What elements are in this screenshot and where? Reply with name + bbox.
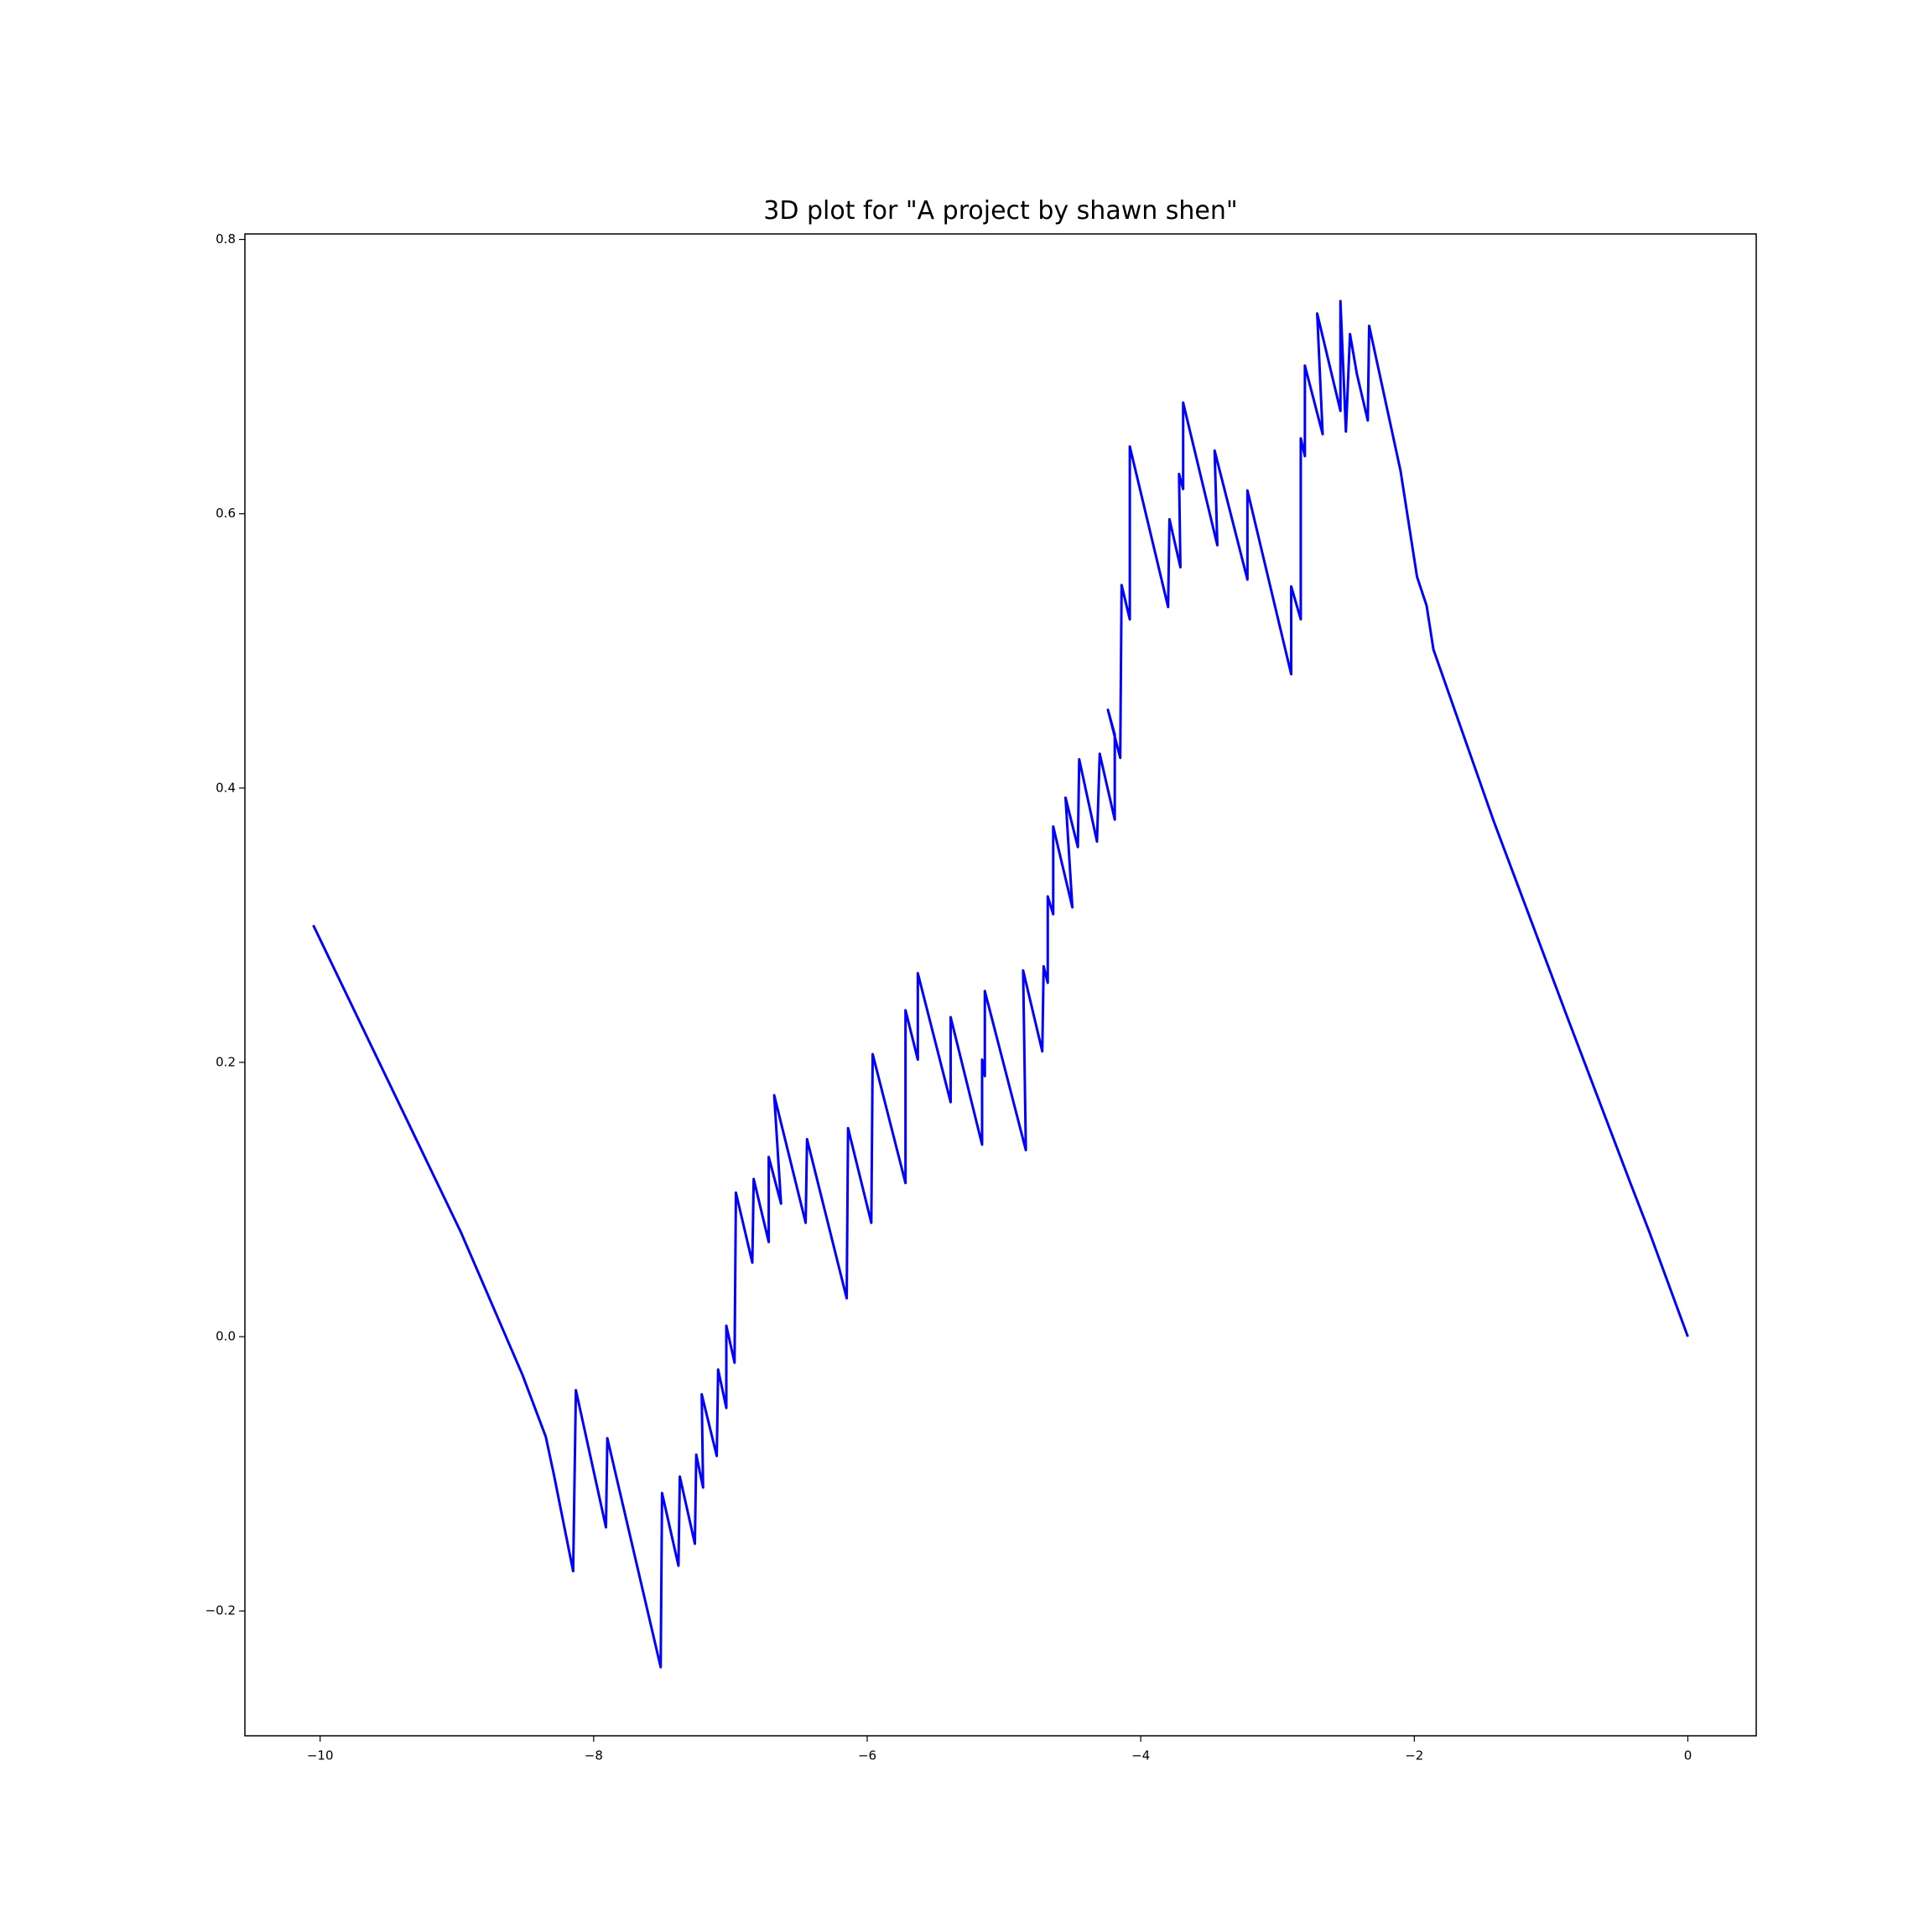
y-tick-label: 0.4 <box>216 780 236 795</box>
y-tick-label: 0.0 <box>216 1329 236 1344</box>
chart-title: 3D plot for "A project by shawn shen" <box>763 196 1237 226</box>
x-tick-label: −10 <box>307 1748 334 1763</box>
data-line <box>312 299 1689 1669</box>
x-tick-label: −8 <box>585 1748 603 1763</box>
plot-frame <box>244 233 1757 1737</box>
y-tick-label: 0.8 <box>216 231 236 247</box>
y-tick-label: 0.6 <box>216 506 236 521</box>
x-tick-label: 0 <box>1684 1748 1692 1763</box>
y-tick-label: 0.2 <box>216 1054 236 1069</box>
y-tick-label: −0.2 <box>205 1603 236 1618</box>
x-tick-label: −4 <box>1131 1748 1150 1763</box>
x-tick-label: −2 <box>1405 1748 1423 1763</box>
x-tick-label: −6 <box>858 1748 876 1763</box>
